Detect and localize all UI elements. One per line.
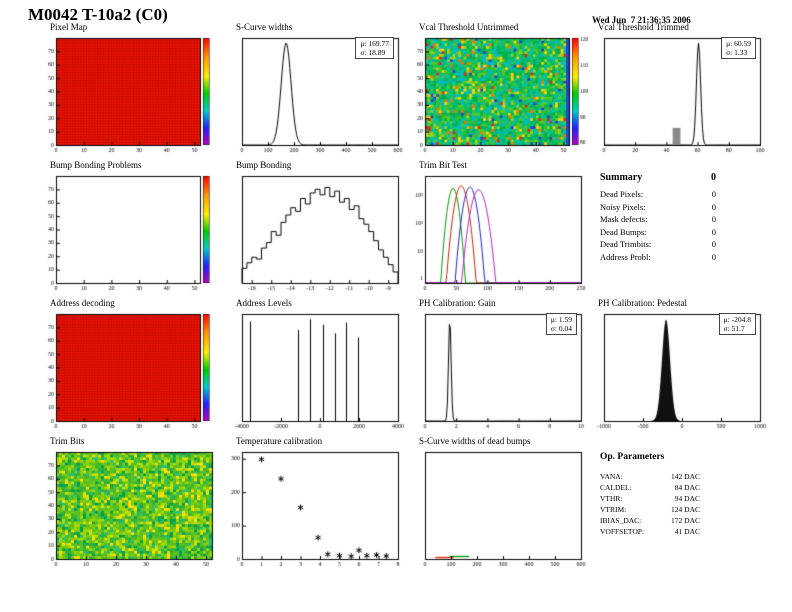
bump-bonding-title: Bump Bonding	[236, 160, 292, 170]
op-parameter-row: IBIAS_DAC: 172 DAC	[600, 516, 700, 525]
pixel-map-title: Pixel Map	[50, 22, 88, 32]
panel-ph-gain: PH Calibration: Gain μ: 1.59 σ: 0.04	[403, 298, 589, 434]
address-decoding-title: Address decoding	[50, 298, 115, 308]
op-parameter-row: CALDEL: 84 DAC	[600, 483, 700, 492]
op-parameter-row: VTRIM: 124 DAC	[600, 505, 700, 514]
pixel-map-plot	[34, 34, 220, 156]
scurve-dead-bumps-title: S-Curve widths of dead bumps	[419, 436, 531, 446]
panel-scurve-dead-bumps: S-Curve widths of dead bumps	[403, 436, 589, 572]
stat-mu: μ: -204.8	[723, 315, 751, 324]
panel-summary: Summary 0 Dead Pixels: 0 Noisy Pixels: 0 M…	[582, 160, 768, 296]
panel-vcal-threshold-untrimmed: Vcal Threshold Untrimmed	[403, 22, 589, 158]
stats-box: μ: 60.59 σ: 1.33	[721, 37, 756, 59]
address-levels-title: Address Levels	[236, 298, 292, 308]
stat-mu: μ: 1.59	[550, 315, 572, 324]
panel-trim-bits: Trim Bits	[34, 436, 220, 572]
address-levels-plot	[220, 310, 406, 432]
stat-sigma: σ: 51.7	[723, 324, 745, 333]
panel-op-parameters: Op. Parameters VANA: 142 DAC CALDEL: 84 DA…	[582, 436, 768, 572]
panel-pixel-map: Pixel Map	[34, 22, 220, 158]
summary-total: 0	[711, 172, 716, 183]
summary-row: Dead Bumps: 0	[600, 226, 716, 237]
stat-sigma: σ: 1.33	[726, 48, 748, 57]
stat-mu: μ: 60.59	[726, 39, 751, 48]
panel-ph-pedestal: PH Calibration: Pedestal μ: -204.8 σ: 51…	[582, 298, 768, 434]
panel-bump-bonding-problems: Bump Bonding Problems	[34, 160, 220, 296]
ph-pedestal-title: PH Calibration: Pedestal	[598, 298, 687, 308]
summary-row: Dead Trimbits: 0	[600, 239, 716, 249]
op-parameter-row: VTHR: 94 DAC	[600, 494, 700, 503]
summary-row: Noisy Pixels: 0	[600, 201, 716, 212]
stats-box: μ: 169.77 σ: 18.89	[355, 37, 394, 59]
panel-temperature-calibration: Temperature calibration	[220, 436, 406, 572]
stats-box: μ: -204.8 σ: 51.7	[718, 313, 756, 335]
op-parameter-row: VOFFSETOP: 41 DAC	[600, 527, 700, 536]
stats-box: μ: 1.59 σ: 0.04	[545, 313, 577, 335]
page-title: M0042 T-10a2 (C0)	[28, 5, 168, 24]
trim-bit-test-plot	[403, 172, 589, 294]
summary-title: Summary	[600, 172, 643, 183]
bump-bonding-problems-title: Bump Bonding Problems	[50, 160, 142, 170]
trim-bit-test-title: Trim Bit Test	[419, 160, 467, 170]
vcal-untrimmed-title: Vcal Threshold Untrimmed	[419, 22, 519, 32]
trim-bits-title: Trim Bits	[50, 436, 85, 446]
summary-row: Address Probl: 0	[600, 251, 716, 262]
stat-sigma: σ: 0.04	[550, 324, 572, 333]
address-decoding-plot	[34, 310, 220, 432]
ph-gain-title: PH Calibration: Gain	[419, 298, 496, 308]
op-parameter-row: VANA: 142 DAC	[600, 472, 700, 481]
summary-row: Mask defects: 0	[600, 214, 716, 224]
vcal-trimmed-title: Vcal Threshold Trimmed	[598, 22, 689, 32]
timestamp: Wed Jun 7 21:36:35 2006	[592, 15, 691, 25]
temperature-calibration-plot	[220, 448, 406, 570]
trim-bits-plot	[34, 448, 220, 570]
summary-row: Dead Pixels: 0	[600, 189, 716, 199]
panel-vcal-threshold-trimmed: Vcal Threshold Trimmed μ: 60.59 σ: 1.33	[582, 22, 768, 158]
scurve-dead-bumps-plot	[403, 448, 589, 570]
bump-bonding-problems-plot	[34, 172, 220, 294]
scurve-widths-title: S-Curve widths	[236, 22, 293, 32]
bump-bonding-plot	[220, 172, 406, 294]
stat-mu: μ: 169.77	[360, 39, 389, 48]
vcal-untrimmed-plot	[403, 34, 589, 156]
panel-address-levels: Address Levels	[220, 298, 406, 434]
panel-address-decoding: Address decoding	[34, 298, 220, 434]
panel-trim-bit-test: Trim Bit Test	[403, 160, 589, 296]
panel-scurve-widths: S-Curve widths μ: 169.77 σ: 18.89	[220, 22, 406, 158]
stat-sigma: σ: 18.89	[360, 48, 386, 57]
op-parameters-title: Op. Parameters	[600, 452, 665, 462]
temperature-calibration-title: Temperature calibration	[236, 436, 323, 446]
panel-bump-bonding: Bump Bonding	[220, 160, 406, 296]
